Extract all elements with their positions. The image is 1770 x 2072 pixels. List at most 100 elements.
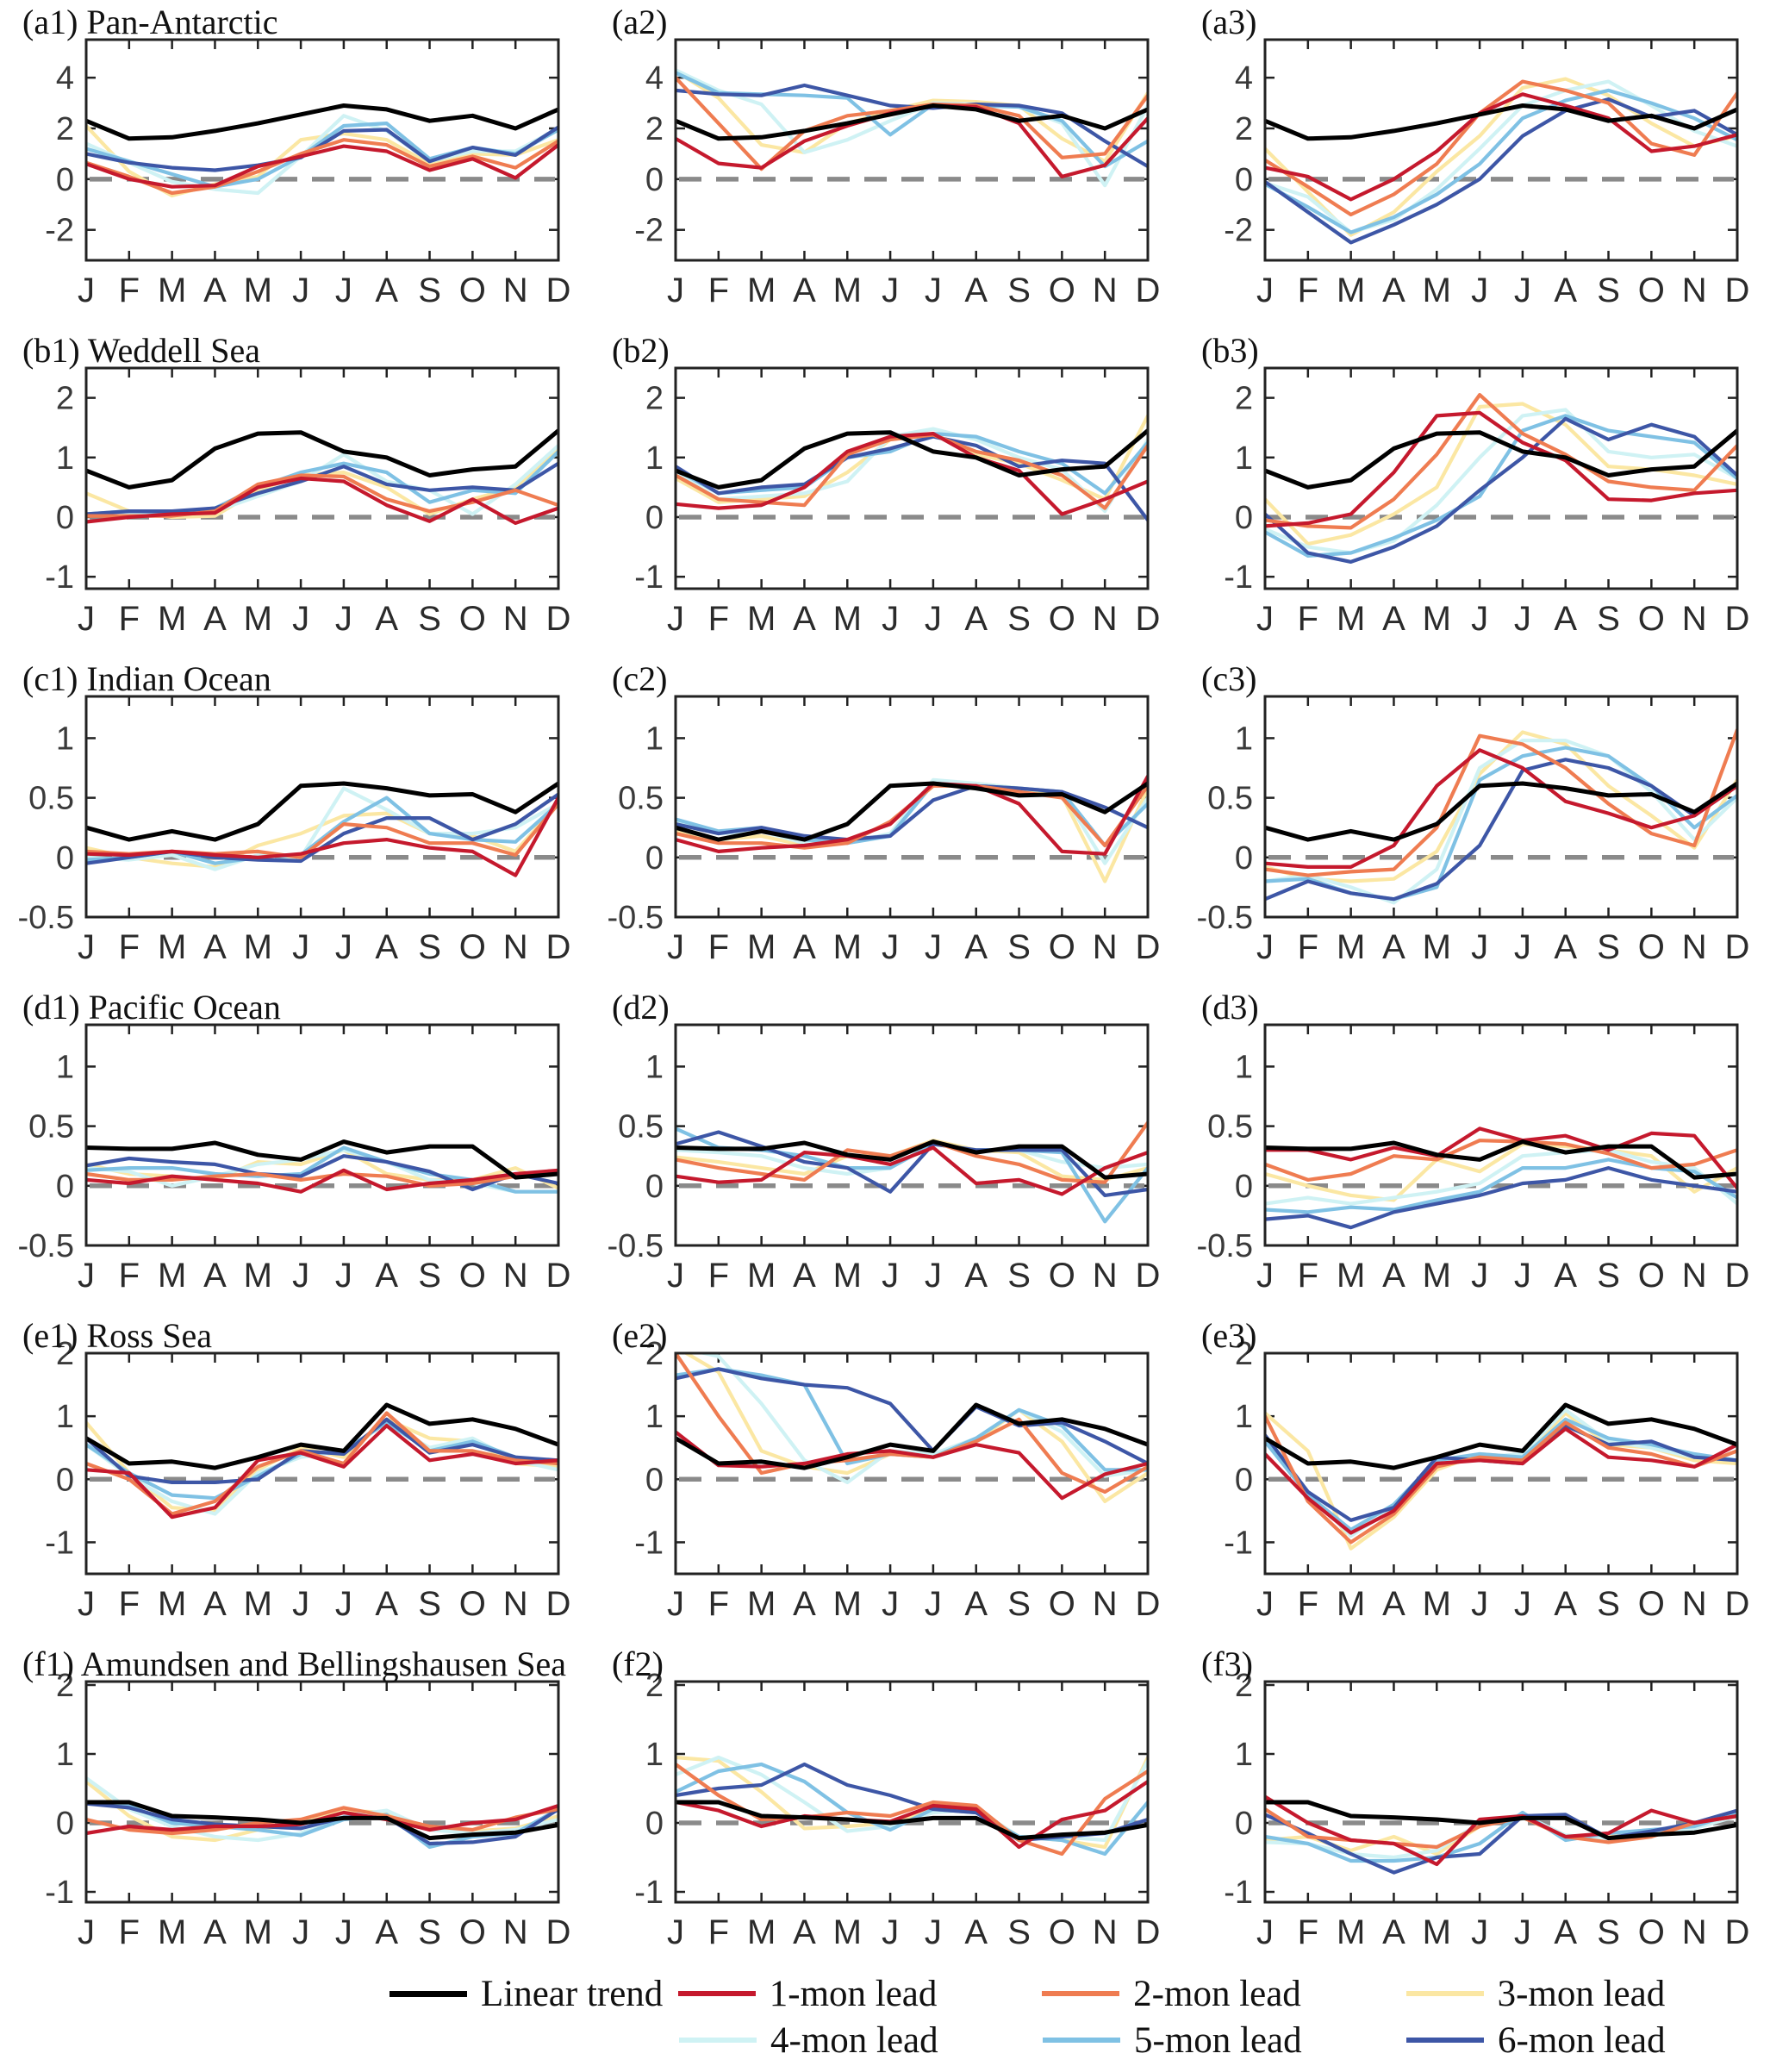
- svg-text:M: M: [1423, 1257, 1451, 1295]
- panel-title: (e2): [612, 1316, 668, 1355]
- svg-text:2: 2: [1235, 1336, 1253, 1372]
- svg-text:O: O: [1638, 271, 1665, 309]
- svg-text:O: O: [1638, 1913, 1665, 1951]
- legend-label: 2-mon lead: [1133, 1973, 1301, 2014]
- svg-text:M: M: [158, 1585, 186, 1623]
- svg-text:2: 2: [1235, 381, 1253, 417]
- svg-text:J: J: [1514, 1585, 1531, 1623]
- svg-text:O: O: [1049, 600, 1075, 638]
- svg-text:J: J: [78, 600, 95, 638]
- svg-text:J: J: [1514, 600, 1531, 638]
- svg-text:A: A: [1382, 928, 1405, 966]
- svg-text:N: N: [1093, 1257, 1118, 1295]
- lead1-line-sample: [677, 1991, 756, 1996]
- svg-text:M: M: [833, 1257, 862, 1295]
- svg-text:2: 2: [56, 111, 74, 147]
- svg-text:O: O: [459, 1257, 486, 1295]
- svg-text:0: 0: [645, 840, 664, 877]
- legend-item-3-mon-lead: 3-mon lead: [1405, 1973, 1770, 2015]
- lead6-line-sample: [1406, 2038, 1484, 2043]
- svg-text:M: M: [1337, 1913, 1365, 1951]
- svg-text:D: D: [546, 1585, 571, 1623]
- svg-text:S: S: [1007, 271, 1031, 309]
- svg-text:M: M: [747, 600, 776, 638]
- svg-text:N: N: [1093, 1913, 1118, 1951]
- svg-text:M: M: [1337, 600, 1365, 638]
- svg-text:N: N: [503, 600, 528, 638]
- svg-text:1: 1: [645, 440, 664, 477]
- svg-text:J: J: [925, 1913, 942, 1951]
- svg-text:S: S: [1007, 1257, 1031, 1295]
- svg-text:J: J: [667, 1585, 684, 1623]
- svg-text:J: J: [882, 600, 899, 638]
- svg-text:0: 0: [1235, 1169, 1253, 1205]
- svg-text:F: F: [119, 600, 140, 638]
- panel-title: (d2): [612, 988, 670, 1027]
- panel-title: (b1) Weddell Sea: [22, 331, 260, 370]
- svg-text:J: J: [292, 600, 309, 638]
- svg-text:2: 2: [645, 1336, 664, 1372]
- svg-text:J: J: [78, 1257, 95, 1295]
- svg-text:J: J: [292, 1257, 309, 1295]
- legend-label: Linear trend: [481, 1973, 664, 2014]
- svg-text:A: A: [964, 600, 988, 638]
- svg-text:1: 1: [645, 1049, 664, 1085]
- svg-text:F: F: [1298, 271, 1318, 309]
- svg-text:M: M: [833, 1913, 862, 1951]
- svg-text:F: F: [119, 1585, 140, 1623]
- svg-text:S: S: [418, 1257, 441, 1295]
- svg-text:0: 0: [645, 1806, 664, 1842]
- svg-text:S: S: [1007, 600, 1031, 638]
- svg-text:M: M: [1337, 928, 1365, 966]
- subplot-f3: (f3) -1 0 1 2 J F M A M J J A S O N D: [1179, 1642, 1768, 1970]
- svg-text:S: S: [1597, 600, 1620, 638]
- svg-text:0: 0: [1235, 840, 1253, 877]
- legend-item-1-mon-lead: 1-mon lead: [677, 1973, 1042, 2015]
- svg-text:-1: -1: [45, 1875, 74, 1911]
- svg-text:A: A: [375, 1585, 398, 1623]
- svg-text:M: M: [158, 1913, 186, 1951]
- svg-text:2: 2: [645, 111, 664, 147]
- panel-title: (f3): [1201, 1644, 1253, 1683]
- svg-text:1: 1: [645, 1737, 664, 1773]
- svg-text:F: F: [119, 1913, 140, 1951]
- svg-text:J: J: [1471, 1257, 1488, 1295]
- svg-text:S: S: [418, 1913, 441, 1951]
- svg-text:0.5: 0.5: [618, 781, 664, 817]
- svg-text:F: F: [1298, 1257, 1318, 1295]
- svg-text:1: 1: [645, 721, 664, 757]
- svg-text:-0.5: -0.5: [608, 900, 664, 936]
- svg-text:O: O: [459, 271, 486, 309]
- svg-text:-0.5: -0.5: [1197, 900, 1253, 936]
- legend: Linear trend 1-mon lead 2-mon lead 3-mon…: [0, 1970, 1770, 2072]
- svg-text:J: J: [667, 928, 684, 966]
- svg-text:M: M: [1423, 1585, 1451, 1623]
- svg-text:J: J: [292, 1585, 309, 1623]
- svg-text:D: D: [1136, 1913, 1161, 1951]
- line-chart-d3: -0.500.51J F M A M J J A S O N D: [1197, 1023, 1749, 1295]
- svg-text:J: J: [1514, 271, 1531, 309]
- svg-text:A: A: [375, 928, 398, 966]
- legend-label: 6-mon lead: [1498, 2019, 1666, 2061]
- svg-text:S: S: [1597, 1585, 1620, 1623]
- svg-text:N: N: [1682, 1257, 1707, 1295]
- panel-title: (c2): [612, 659, 668, 698]
- subplot-b2: (b2) -1 0 1 2 J F M A M J J A S O N D: [589, 328, 1179, 657]
- legend-item-linear-trend: Linear trend: [390, 1973, 678, 2015]
- svg-text:O: O: [1049, 928, 1075, 966]
- svg-text:J: J: [335, 1257, 352, 1295]
- svg-text:N: N: [1682, 271, 1707, 309]
- svg-text:J: J: [925, 271, 942, 309]
- svg-text:A: A: [793, 928, 816, 966]
- svg-text:A: A: [964, 1913, 988, 1951]
- subplot-f1: (f1) Amundsen and Bellingshausen Sea -1 0 1…: [0, 1642, 589, 1970]
- svg-text:J: J: [1256, 1257, 1274, 1295]
- svg-text:2: 2: [56, 1668, 74, 1704]
- svg-text:J: J: [925, 928, 942, 966]
- svg-text:-1: -1: [45, 1525, 74, 1561]
- svg-text:-1: -1: [634, 1525, 664, 1561]
- svg-text:A: A: [1382, 1257, 1405, 1295]
- svg-text:J: J: [1256, 928, 1274, 966]
